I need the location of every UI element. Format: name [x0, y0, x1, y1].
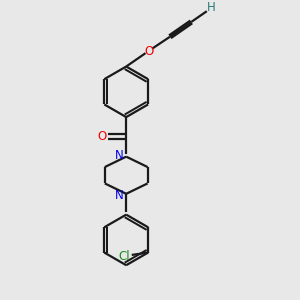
Text: O: O: [144, 45, 153, 58]
Text: O: O: [98, 130, 107, 143]
Text: N: N: [115, 189, 124, 202]
Text: H: H: [207, 1, 216, 14]
Text: N: N: [115, 149, 124, 162]
Text: Cl: Cl: [118, 250, 130, 262]
